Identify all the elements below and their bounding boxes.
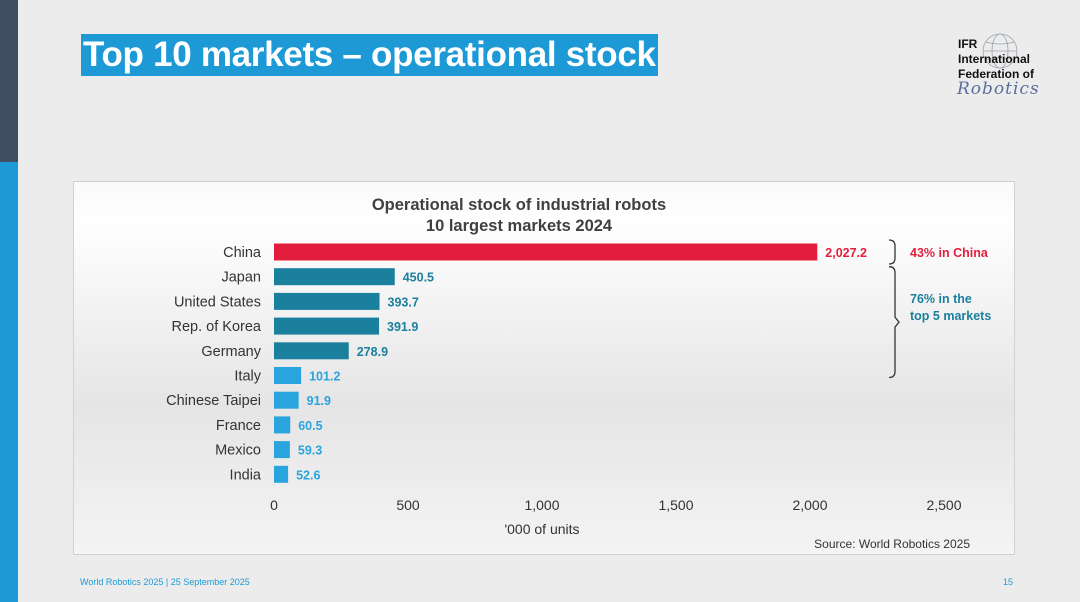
category-label: India [230, 467, 262, 483]
category-label: Japan [221, 270, 261, 286]
category-label: Mexico [215, 443, 261, 459]
x-tick-label: 1,000 [524, 497, 559, 513]
ifr-logo: IFR International Federation of Robotics [955, 33, 1065, 103]
x-axis-label: '000 of units [504, 521, 579, 537]
left-accent-stripe-blue [0, 162, 18, 602]
footer-text: World Robotics 2025 | 25 September 2025 [80, 577, 250, 587]
bar [274, 465, 289, 483]
page-number: 15 [1003, 577, 1014, 587]
logo-script-robotics: Robotics [957, 79, 1040, 99]
logo-line-international: International [958, 52, 1031, 66]
chart-subtitle: 10 largest markets 2024 [425, 217, 613, 235]
bar [274, 268, 395, 286]
bar [274, 416, 291, 434]
annotation-china-share: 43% in China [910, 246, 989, 260]
bar [274, 342, 349, 360]
data-label: 450.5 [403, 271, 434, 285]
chart-panel: Operational stock of industrial robots 1… [73, 181, 1015, 555]
chart-title: Operational stock of industrial robots [371, 196, 667, 214]
category-label: Germany [201, 344, 261, 360]
bar [274, 441, 290, 459]
category-label: Italy [234, 369, 261, 385]
data-label: 393.7 [388, 295, 419, 309]
bar [274, 317, 380, 335]
slide-title: Top 10 markets – operational stock [81, 34, 658, 76]
category-label: United States [174, 294, 261, 310]
category-label: China [223, 245, 262, 261]
data-label: 391.9 [387, 320, 418, 334]
bar [274, 292, 380, 310]
data-label: 101.2 [309, 370, 340, 384]
logo-text: IFR International Federation of [958, 37, 1034, 82]
x-tick-label: 500 [396, 497, 420, 513]
category-label: France [216, 418, 261, 434]
annotation-bracket-china [888, 239, 896, 265]
annotation-top5-share: 76% in the [910, 292, 972, 306]
annotation-bracket-top5 [888, 266, 900, 379]
bar-chart: China 2,027.2 Japan 450.5 United States 393.7… [166, 239, 991, 537]
chart-source: Source: World Robotics 2025 [814, 537, 970, 551]
category-label: Rep. of Korea [172, 319, 262, 335]
bar [274, 391, 299, 409]
bar [274, 243, 818, 261]
data-label: 59.3 [298, 444, 322, 458]
data-label: 60.5 [298, 419, 322, 433]
x-tick-label: 0 [270, 497, 278, 513]
data-label: 52.6 [296, 468, 320, 482]
x-tick-label: 2,500 [926, 497, 961, 513]
globe-icon [982, 33, 1018, 69]
annotation-top5-share: top 5 markets [910, 309, 991, 323]
category-label: Chinese Taipei [166, 393, 261, 409]
bar [274, 367, 302, 384]
logo-line-ifr: IFR [958, 37, 978, 51]
x-tick-label: 1,500 [658, 497, 693, 513]
data-label: 2,027.2 [825, 246, 867, 260]
logo-line-federation: Federation of [958, 67, 1035, 81]
x-tick-label: 2,000 [792, 497, 827, 513]
left-accent-stripe-dark [0, 0, 18, 162]
data-label: 91.9 [307, 394, 331, 408]
data-label: 278.9 [357, 345, 388, 359]
